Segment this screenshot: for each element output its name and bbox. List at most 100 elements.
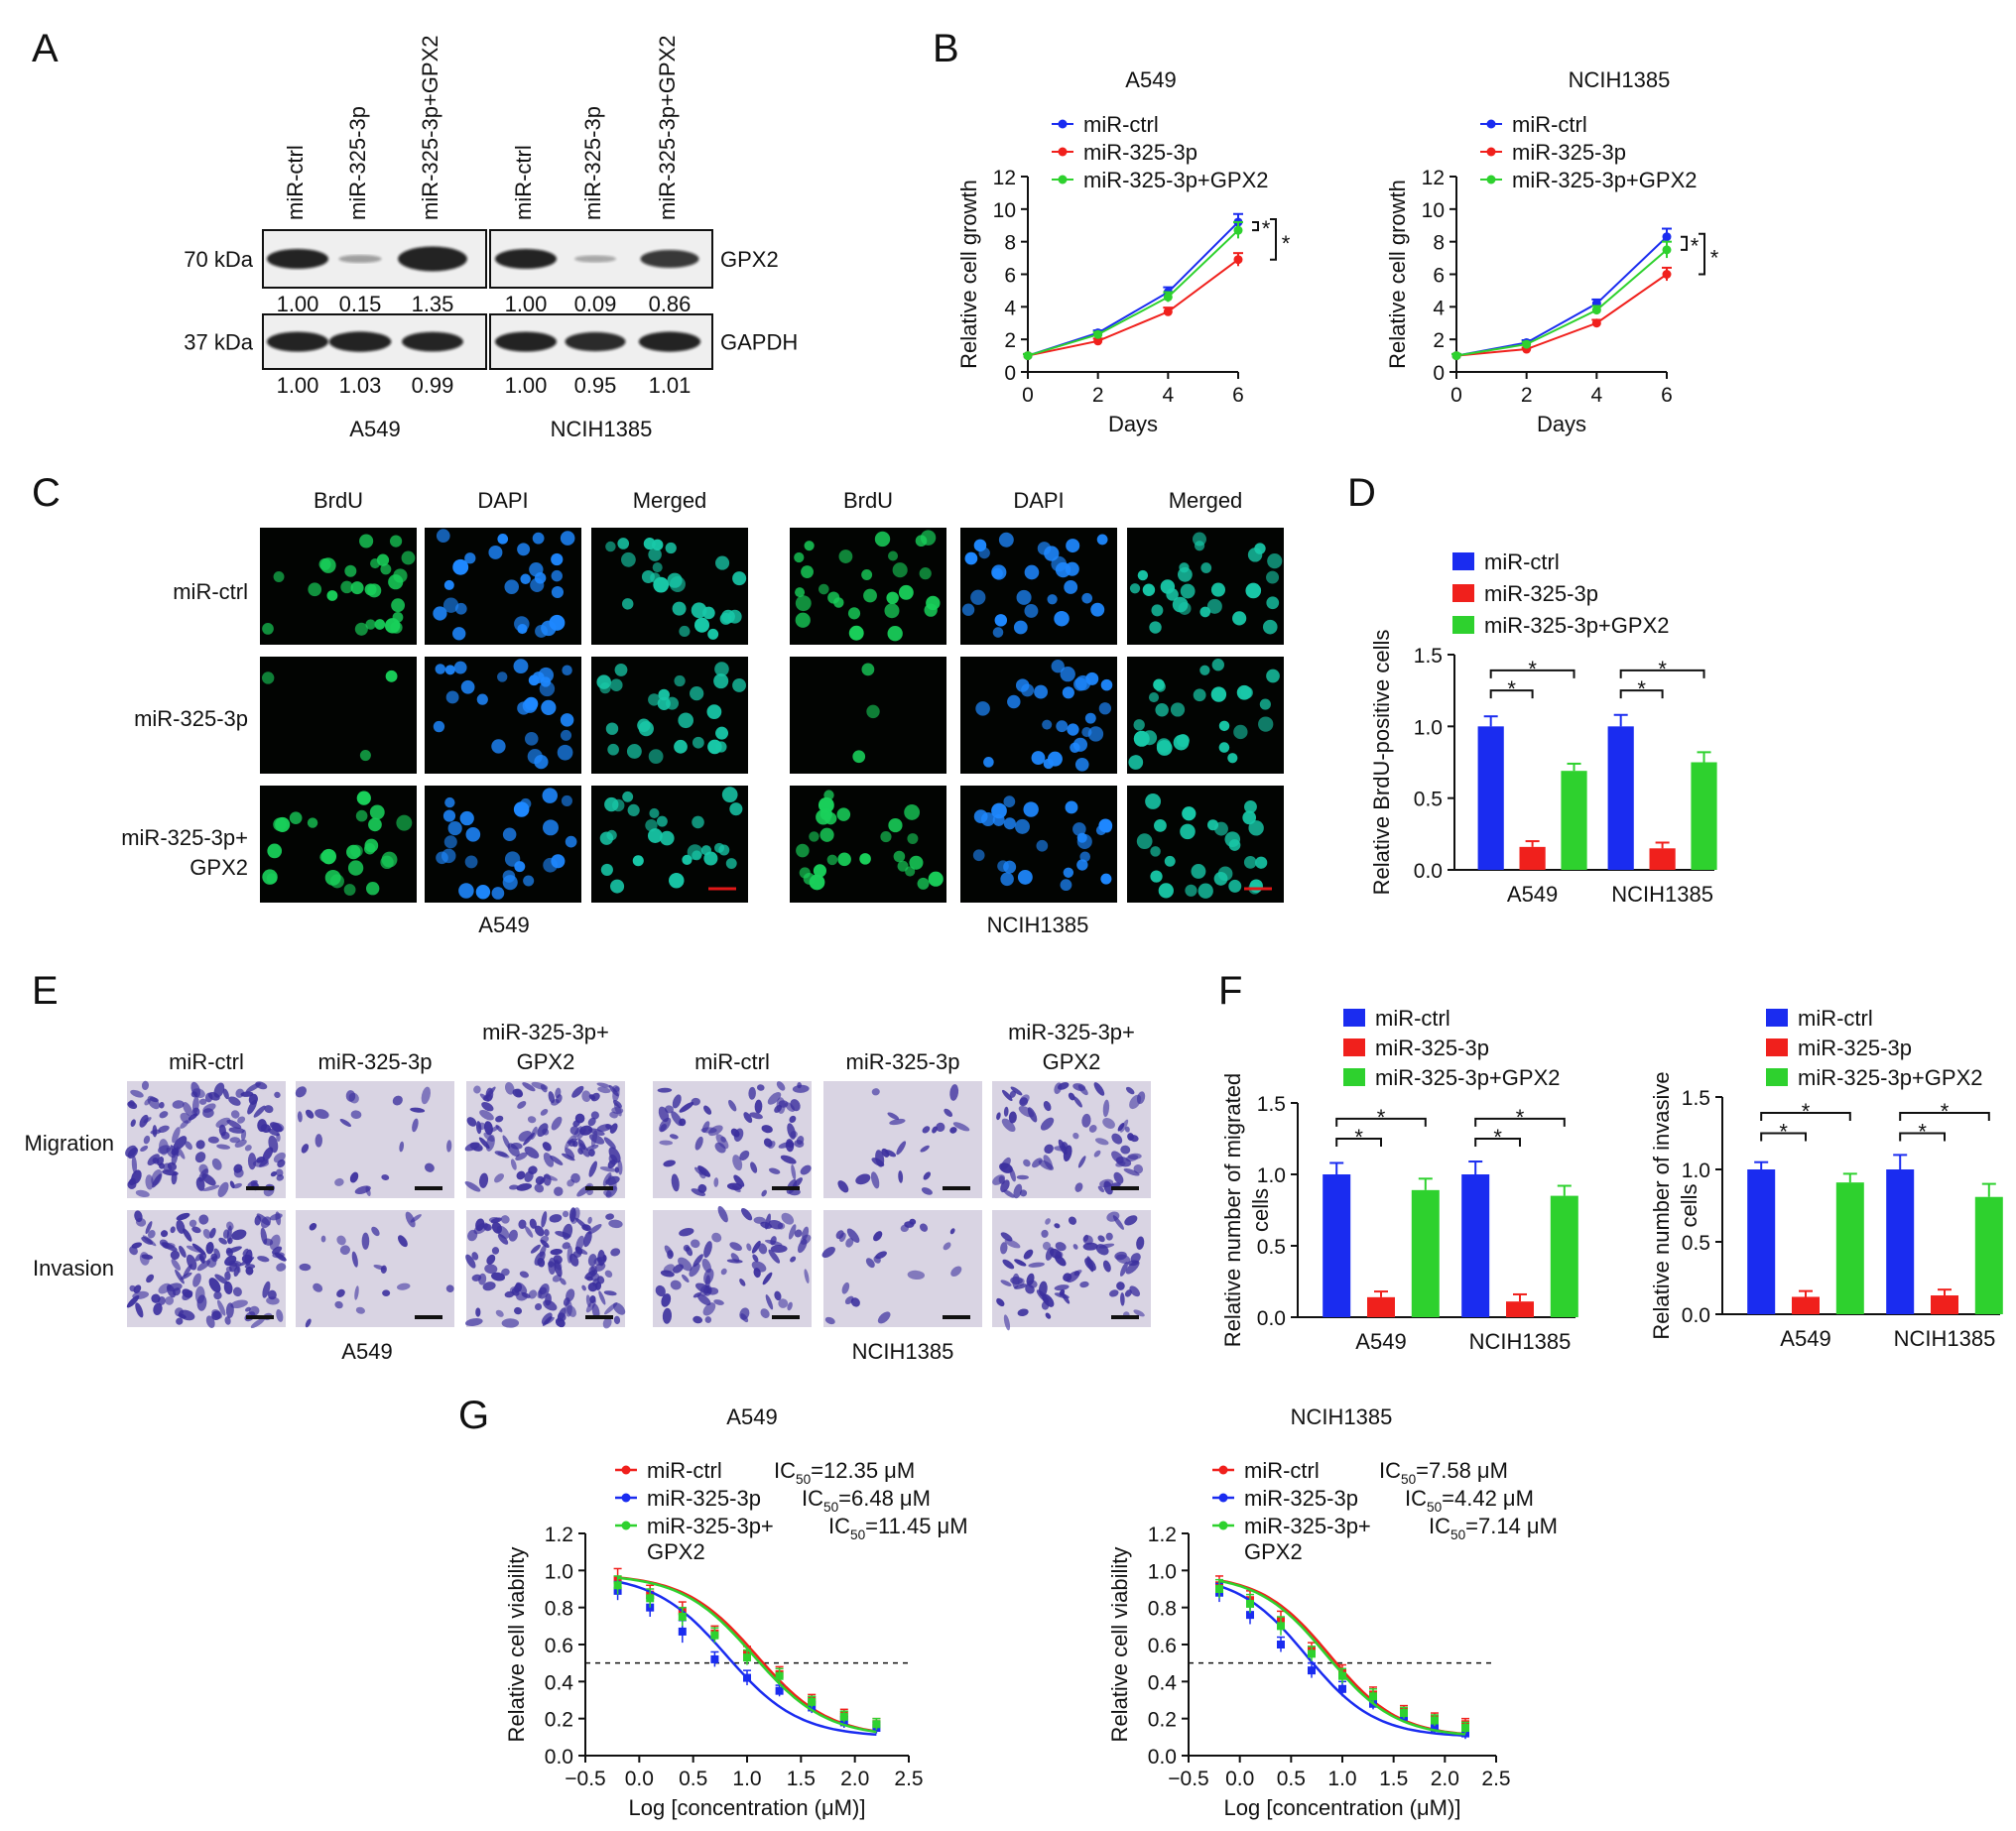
x-tick-label: 4 [1590, 384, 1602, 407]
cell-nucleus [669, 873, 685, 889]
stained-cell [1019, 1094, 1030, 1105]
transwell-tile [992, 1081, 1151, 1199]
stained-cell [778, 1298, 789, 1308]
stained-cell [516, 1291, 528, 1301]
stained-cell [768, 1167, 781, 1174]
legend-label: miR-325-3p+GPX2 [1798, 1065, 1982, 1090]
stained-cell [791, 1163, 797, 1180]
cell-nucleus [610, 879, 625, 894]
cell-nucleus [465, 827, 481, 842]
stained-cell [244, 1145, 252, 1152]
cell-nucleus [1218, 742, 1230, 753]
cell-nucleus [391, 598, 406, 613]
significance-star: * [1779, 1120, 1788, 1145]
cell-nucleus [524, 732, 539, 746]
stained-cell [739, 1307, 750, 1320]
legend-marker [1058, 175, 1068, 184]
cell-nucleus [804, 541, 815, 551]
bar-gpx2 [1561, 771, 1587, 870]
bar-gpx2 [1974, 1196, 2003, 1314]
stained-cell [1124, 1215, 1138, 1226]
stained-cell [661, 1293, 672, 1307]
tile-background [823, 1081, 982, 1198]
stained-cell [1129, 1285, 1141, 1297]
cell-nucleus [534, 754, 549, 770]
legend-label: miR-ctrl [1484, 549, 1560, 574]
cell-nucleus [713, 673, 729, 689]
cell-nucleus [679, 625, 691, 638]
series-line-gpx2 [1455, 249, 1668, 357]
column-label: miR-ctrl [169, 1049, 244, 1074]
cell-nucleus [523, 875, 535, 887]
cell-nucleus [445, 690, 459, 704]
stained-cell [216, 1144, 231, 1150]
stained-cell [873, 1231, 883, 1242]
stained-cell [1058, 1082, 1070, 1090]
stained-cell [824, 1316, 835, 1325]
significance-star: * [1918, 1120, 1927, 1145]
stained-cell [708, 1125, 723, 1137]
stained-cell [1036, 1289, 1050, 1303]
panel-letter-c: C [32, 471, 61, 515]
stained-cell [1072, 1096, 1082, 1108]
cell-nucleus [1206, 598, 1222, 614]
stained-cell [446, 1140, 452, 1153]
cell-nucleus [542, 819, 559, 836]
cell-nucleus [973, 809, 988, 823]
stained-cell [267, 1128, 280, 1137]
cell-nucleus [557, 744, 573, 761]
cell-nucleus [365, 881, 380, 896]
stained-cell [213, 1082, 225, 1098]
data-point [1451, 351, 1461, 361]
stained-cell [596, 1082, 611, 1088]
stained-cell [475, 1218, 485, 1232]
stained-cell [1072, 1132, 1079, 1140]
y-tick-label: 1.5 [1257, 1093, 1286, 1116]
cell-nucleus [863, 588, 877, 603]
stained-cell [192, 1273, 201, 1287]
significance-star: * [1377, 1105, 1386, 1130]
cell-nucleus [1153, 678, 1165, 691]
stained-cell [510, 1159, 517, 1170]
stained-cell [365, 1185, 371, 1197]
stained-cell [175, 1307, 184, 1317]
cell-nucleus [1232, 611, 1247, 626]
row-label: miR-ctrl [173, 579, 248, 604]
cell-nucleus [997, 860, 1009, 872]
stained-cell [471, 1274, 482, 1282]
stained-cell [466, 1117, 477, 1127]
stained-cell [405, 1211, 416, 1228]
panel-letter-g: G [458, 1394, 489, 1437]
cell-nucleus [617, 538, 630, 549]
stained-cell [464, 1318, 483, 1327]
stained-cell [176, 1219, 186, 1234]
x-axis-label: Log [concentration (μM)] [629, 1795, 866, 1820]
cell-nucleus [898, 584, 914, 600]
microscopy-tile-merged [591, 657, 748, 774]
stained-cell [175, 1269, 185, 1284]
stained-cell [758, 1243, 768, 1255]
stained-cell [1117, 1123, 1125, 1132]
series-line-ctrl [1027, 221, 1239, 357]
cell-nucleus [907, 833, 919, 845]
stained-cell [495, 1115, 504, 1123]
ic50-label: IC50=7.14 μM [1429, 1514, 1558, 1542]
stained-cell [224, 1316, 231, 1325]
cell-nucleus [649, 807, 660, 818]
stained-cell [1102, 1118, 1115, 1129]
stained-cell [216, 1299, 226, 1316]
chart-b-left: A549 0 2 4 6 8 10 12 0 2 4 6 Days Relative cell growt… [956, 67, 1291, 436]
cell-nucleus [924, 603, 938, 617]
stained-cell [208, 1278, 221, 1293]
cell-nucleus [647, 828, 663, 843]
cell-nucleus [273, 817, 287, 832]
stained-cell [575, 1235, 584, 1252]
x-axis-label: Days [1537, 412, 1586, 436]
stained-cell [704, 1316, 712, 1323]
cell-nucleus [609, 678, 623, 692]
cell-nucleus [1258, 716, 1274, 732]
stained-cell [305, 1109, 315, 1119]
cell-nucleus [1000, 872, 1014, 887]
cell-nucleus [1158, 883, 1174, 899]
cell-nucleus [1056, 720, 1069, 733]
